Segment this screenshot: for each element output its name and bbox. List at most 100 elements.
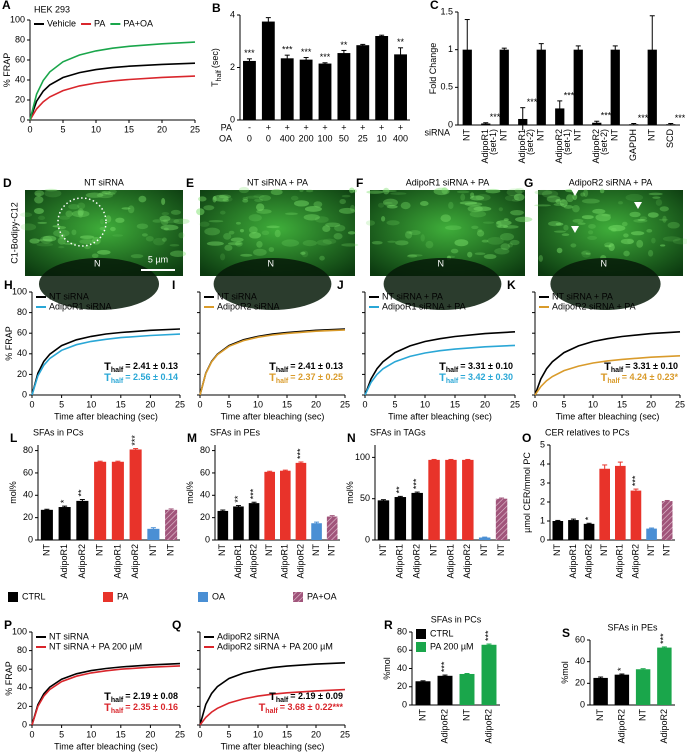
x-tick-label: AdipoR1: [395, 544, 405, 579]
series-line: [534, 331, 681, 396]
panel-letter: O: [522, 431, 531, 445]
t-half: Thalf = 3.68 ± 0.22***: [259, 702, 344, 715]
texture: [587, 235, 598, 240]
bar: [615, 465, 626, 540]
t-half-sub: half: [111, 367, 124, 374]
texture: [433, 187, 450, 196]
chart-title: CER relatives to PCs: [545, 427, 630, 437]
panel-letter: K: [507, 278, 516, 292]
texture: [633, 218, 648, 223]
y-label-main: %mol: [560, 661, 570, 684]
texture: [546, 195, 561, 203]
x-tick-label: 20: [157, 124, 167, 134]
texture: [555, 222, 564, 226]
significance: ***: [659, 633, 669, 644]
texture: [121, 207, 131, 210]
x-tick-label: 400: [280, 133, 295, 143]
x-tick-label: AdipoR2: [616, 709, 626, 744]
significance: *: [616, 667, 626, 671]
legend-label: CTRL: [22, 591, 46, 601]
t-half-value: = 2.41 ± 0.13: [290, 361, 343, 371]
texture: [548, 221, 562, 227]
x-tick-label: 25: [358, 133, 368, 143]
t-half-sub: half: [111, 697, 124, 704]
t-half-sub: half: [276, 697, 289, 704]
texture: [445, 225, 462, 231]
chart-title: SFAs in PCs: [33, 427, 84, 437]
x-tick-label: AdipoR2: [248, 544, 258, 579]
y-tick-label: 1: [448, 44, 453, 54]
texture: [655, 199, 663, 206]
texture: [459, 201, 478, 205]
y-tick-label: 20: [200, 512, 210, 522]
x-tick-label: NT: [647, 129, 657, 141]
texture: [281, 239, 300, 247]
y-tick-label: 60: [17, 664, 27, 674]
significance: ***: [490, 112, 501, 122]
x-tick-note: (set-2): [599, 129, 609, 155]
texture: [170, 209, 181, 215]
texture: [563, 224, 569, 231]
x-tick-label: 25: [175, 399, 185, 409]
x-tick-label: AdipoR1: [59, 544, 69, 579]
x-tick-label: 5: [392, 399, 397, 409]
y-axis-label: mol%: [8, 481, 18, 504]
bar: [311, 523, 322, 540]
y-tick-label: 5: [540, 439, 545, 449]
y-axis-label: % FRAP: [4, 661, 14, 696]
bar: [40, 509, 53, 540]
texture: [572, 193, 578, 201]
nucleus-label: N: [438, 258, 445, 268]
x-tick-label: AdipoR1: [280, 544, 290, 579]
texture: [507, 242, 513, 248]
texture: [592, 208, 606, 214]
texture: [130, 254, 144, 259]
panel-letter: B: [212, 1, 221, 15]
x-tick-label: NT: [552, 544, 562, 556]
texture: [629, 211, 641, 218]
texture: [266, 225, 280, 229]
texture: [44, 189, 62, 198]
texture: [477, 228, 483, 233]
texture: [381, 216, 386, 222]
t-half: Thalf = 3.31 ± 0.10: [604, 361, 678, 374]
t-half-value: = 3.31 ± 0.10: [625, 361, 678, 371]
t-half-label: T: [104, 372, 111, 384]
bar: [94, 461, 107, 540]
bar: [428, 459, 440, 540]
x-tick-note: (set-2): [525, 129, 535, 155]
y-label-main: µmol CER/mmol PC: [522, 452, 532, 533]
texture: [42, 235, 57, 242]
x-tick-label: 0: [29, 399, 34, 409]
series-line: [364, 344, 516, 396]
legend-label: AdipoR1 siRNA: [49, 301, 112, 311]
texture: [152, 219, 163, 223]
t-half: Thalf = 2.19 ± 0.08: [104, 691, 178, 704]
texture: [553, 203, 565, 206]
chart-title: SFAs in PEs: [607, 622, 658, 632]
bar: [555, 108, 565, 125]
texture: [386, 220, 400, 226]
t-half: Thalf = 4.24 ± 0.23*: [601, 372, 679, 385]
texture: [659, 206, 669, 212]
panel-letter: R: [384, 618, 393, 632]
image-title: AdipoR2 siRNA + PA: [569, 177, 653, 187]
texture: [440, 214, 452, 223]
texture: [510, 209, 524, 216]
bar: [165, 509, 178, 540]
bar: [337, 53, 351, 120]
x-tick-note: (set-1): [562, 129, 572, 155]
x-tick-label: 10: [420, 399, 430, 409]
x-tick-label: NT: [217, 544, 227, 556]
panel-letter: A: [2, 0, 11, 12]
texture: [498, 207, 503, 212]
x-tick-label: AdipoR1: [615, 544, 625, 579]
texture: [212, 195, 217, 203]
texture: [63, 242, 77, 245]
texture: [99, 226, 106, 231]
x-row-label: OA: [219, 133, 232, 143]
texture: [206, 241, 224, 246]
texture: [581, 250, 591, 258]
texture: [97, 249, 111, 255]
texture: [583, 189, 589, 198]
